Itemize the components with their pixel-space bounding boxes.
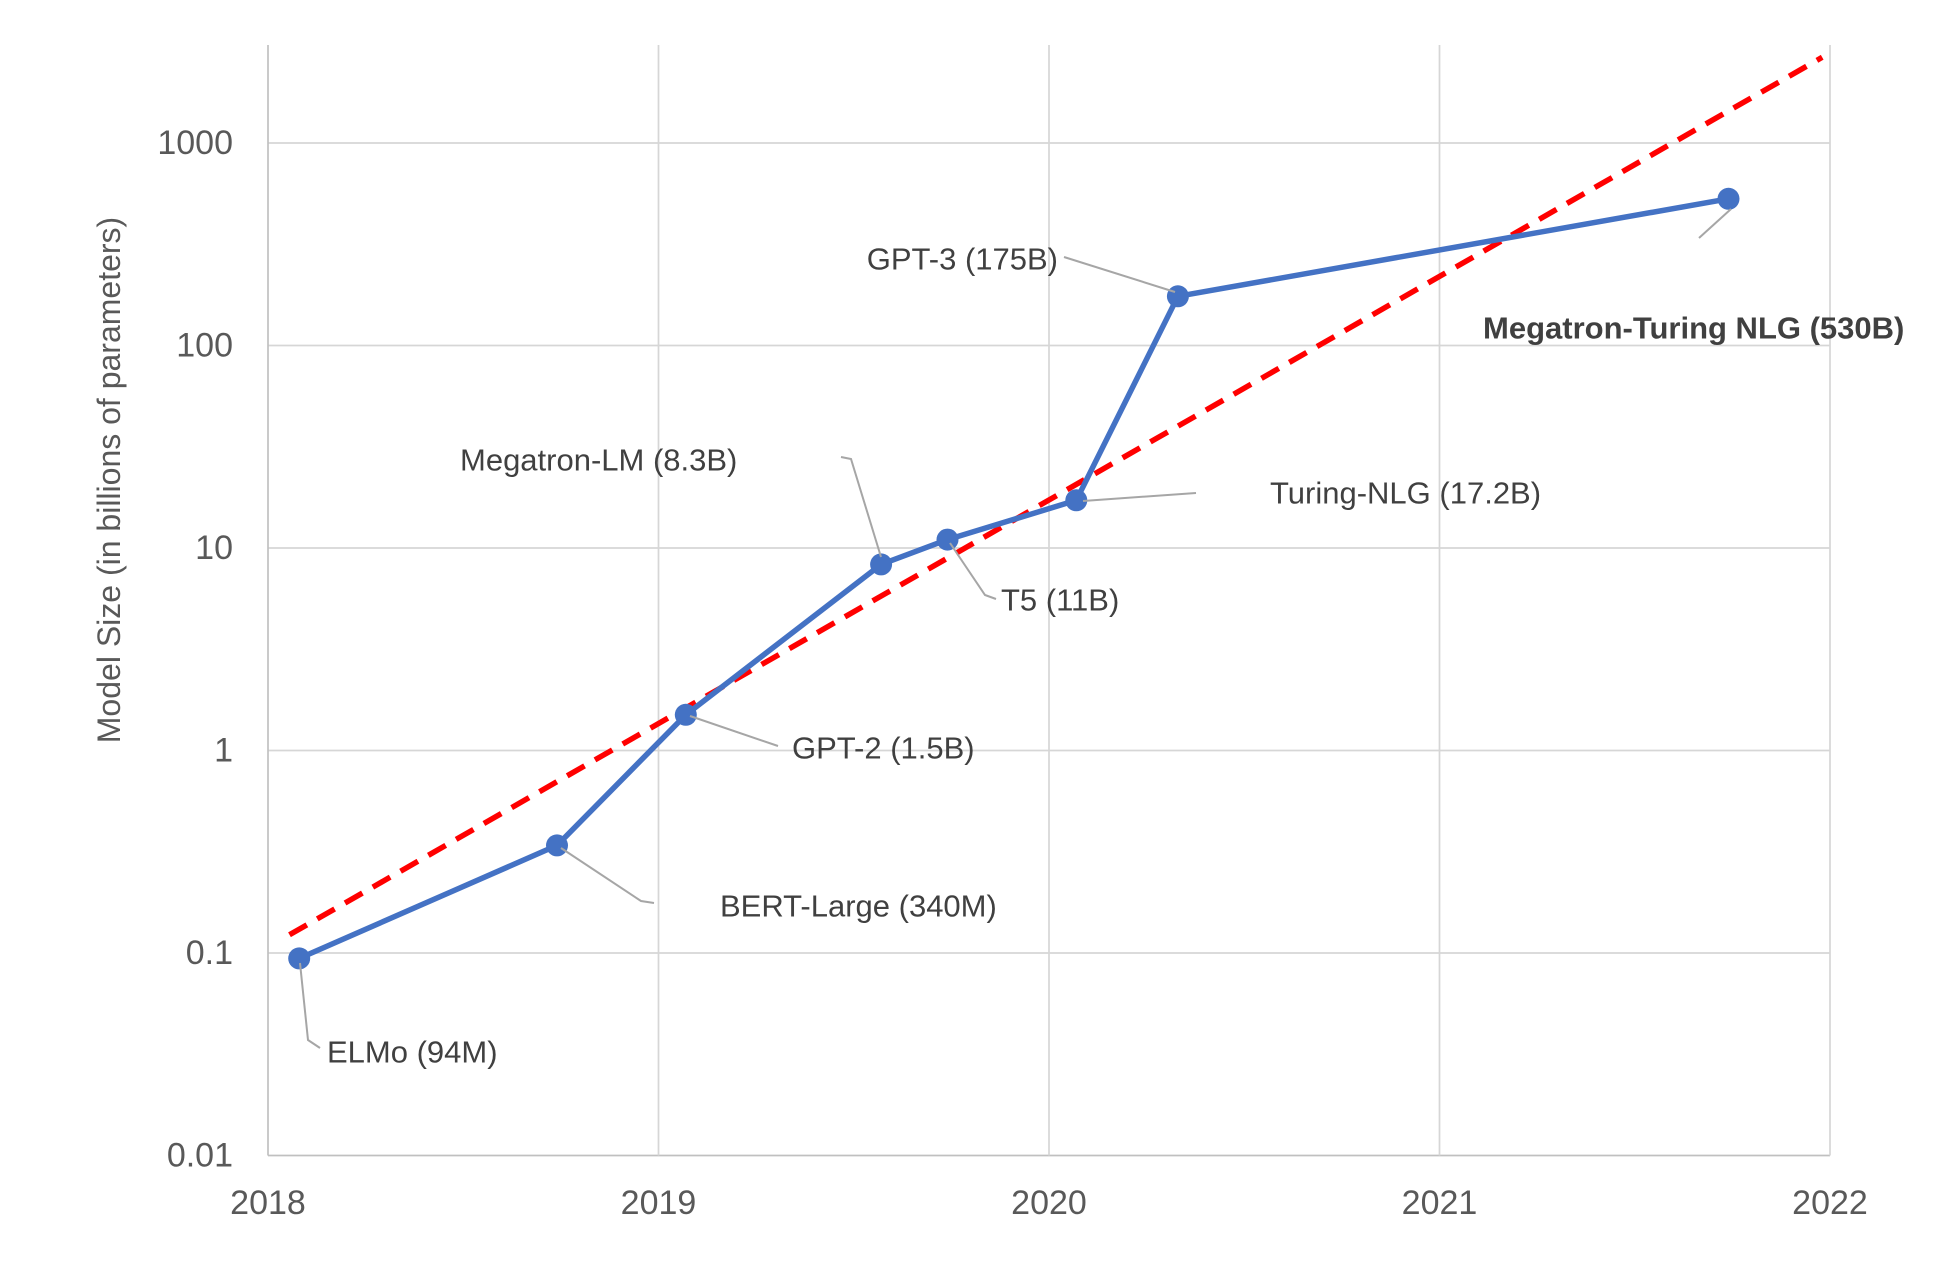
gridlines [267, 45, 1831, 1157]
annotation-label-elmo: ELMo (94M) [327, 1035, 498, 1070]
annotation-label-megatron-turing-nlg: Megatron-Turing NLG (530B) [1483, 311, 1904, 346]
annotation-label-t5: T5 (11B) [1001, 583, 1119, 618]
axis-tick-labels: 1000 100 10 1 0.1 0.01 2018 2019 2020 2021 2022 [157, 124, 1867, 1222]
y-tick-label-100: 100 [176, 327, 233, 365]
data-point-gpt-2 [674, 703, 697, 726]
annotation-label-bert-large: BERT-Large (340M) [720, 889, 997, 924]
trend-line [288, 54, 1824, 938]
x-tick-label-2020: 2020 [1011, 1184, 1087, 1222]
trend-dashed-line [288, 54, 1824, 938]
annotation-leader-lines [299, 208, 1732, 1049]
x-tick-label-2022: 2022 [1792, 1184, 1868, 1222]
data-point-megatron-turing-nlg [1717, 187, 1740, 210]
y-tick-label-1000: 1000 [157, 124, 233, 162]
y-tick-label-10: 10 [195, 529, 233, 567]
y-tick-label-0-1: 0.1 [186, 934, 233, 972]
annotation-labels: ELMo (94M) BERT-Large (340M) GPT-2 (1.5B) M… [327, 242, 1904, 1070]
leader-line-megatron-lm [840, 456, 882, 558]
data-point-turing-nlg [1065, 489, 1088, 512]
leader-line-gpt-3 [1063, 256, 1176, 293]
y-axis-title: Model Size (in billions of parameters) [91, 217, 127, 743]
leader-line-gpt-2 [689, 715, 779, 747]
data-point-megatron-lm [870, 553, 893, 576]
y-tick-label-1: 1 [214, 732, 233, 770]
series-line-model-size [298, 196, 1729, 961]
x-tick-label-2019: 2019 [621, 1184, 697, 1222]
x-tick-label-2021: 2021 [1402, 1184, 1478, 1222]
leader-line-bert-large [560, 847, 655, 904]
data-point-elmo [288, 947, 311, 970]
annotation-label-gpt-2: GPT-2 (1.5B) [792, 731, 975, 766]
model-size-series [288, 187, 1740, 970]
leader-line-elmo [299, 962, 321, 1049]
y-tick-label-0-01: 0.01 [167, 1137, 233, 1175]
x-tick-label-2018: 2018 [230, 1184, 306, 1222]
annotation-label-gpt-3: GPT-3 (175B) [867, 242, 1058, 277]
annotation-label-turing-nlg: Turing-NLG (17.2B) [1270, 476, 1541, 511]
leader-line-t5 [949, 542, 997, 600]
data-point-bert-large [546, 834, 568, 857]
data-point-t5 [936, 528, 959, 551]
leader-line-megatron-turing-nlg [1698, 208, 1732, 239]
data-point-gpt-3 [1166, 285, 1189, 308]
leader-line-turing-nlg [1082, 492, 1197, 502]
annotation-label-megatron-lm: Megatron-LM (8.3B) [460, 443, 737, 478]
